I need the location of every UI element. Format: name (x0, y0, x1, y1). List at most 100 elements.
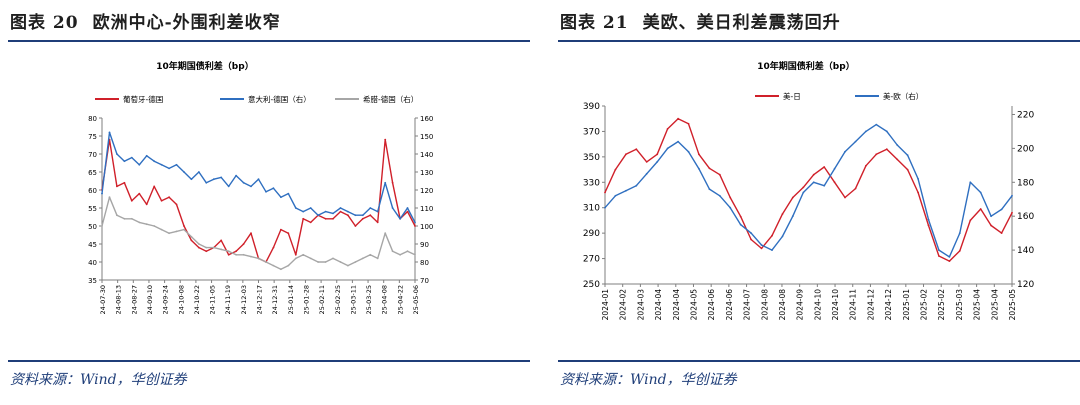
y-left-tick-label: 330 (583, 178, 600, 188)
data-point (376, 210, 379, 213)
data-point (183, 228, 185, 231)
x-tick-label: 25-02-25 (334, 285, 342, 315)
data-point (242, 243, 245, 245)
legend-label: 希腊-德国（右） (363, 94, 418, 104)
x-tick-label: 2024-06 (725, 289, 734, 321)
data-point (280, 196, 282, 199)
data-point (123, 181, 126, 184)
footer-rule (8, 360, 530, 362)
data-point (1011, 194, 1013, 197)
data-point (123, 160, 126, 163)
figure-number: 图表 21 (560, 13, 629, 33)
data-point (332, 257, 334, 260)
data-point (604, 191, 606, 194)
y-right-tick-label: 160 (1017, 212, 1034, 222)
data-point (844, 150, 846, 153)
data-point (687, 150, 690, 153)
data-point (656, 153, 659, 156)
data-point (969, 181, 972, 184)
data-point (198, 243, 200, 245)
data-point (153, 225, 156, 227)
x-tick-label: 24-07-30 (99, 285, 107, 315)
y-right-tick-label: 120 (1017, 280, 1034, 290)
y-left-tick-label: 70 (88, 151, 97, 159)
data-point (123, 217, 126, 220)
data-point (272, 246, 275, 249)
data-point (729, 206, 732, 209)
data-point (294, 207, 297, 209)
data-point (865, 130, 867, 133)
data-point (332, 212, 334, 215)
data-point (645, 172, 648, 175)
data-point (399, 217, 401, 220)
data-point (205, 246, 208, 249)
data-point (406, 207, 409, 209)
x-tick-label: 2024-10 (831, 289, 840, 321)
data-point (183, 225, 185, 227)
data-point (990, 224, 992, 227)
y-left-tick-label: 60 (88, 187, 97, 195)
x-tick-label: 2024-06 (707, 289, 716, 321)
data-point (399, 253, 401, 256)
data-point (354, 225, 357, 227)
figure-title: 图表 20 欧洲中心-外围利差收窄 (10, 8, 281, 33)
data-point (917, 178, 919, 180)
data-point (896, 158, 899, 161)
data-point (771, 249, 773, 252)
y-right-tick-label: 150 (420, 133, 433, 141)
figure-21-panel: 图表 21 美欧、美日利差震荡回升 10年期国债利差（bp） 美-日 美-欧（右） 25… (550, 0, 1080, 405)
x-tick-label: 25-01-28 (302, 285, 310, 315)
data-point (354, 261, 357, 263)
x-tick-label: 24-09-24 (162, 285, 170, 315)
data-point (391, 250, 394, 253)
data-point (917, 191, 919, 194)
data-point (108, 196, 111, 199)
legend-label: 美-日 (783, 91, 801, 101)
data-point (130, 156, 133, 159)
data-point (294, 257, 297, 260)
y-left-tick-label: 370 (583, 127, 600, 137)
data-point (138, 221, 141, 224)
data-point (990, 215, 992, 218)
data-point (1011, 211, 1013, 214)
data-point (160, 199, 163, 202)
data-point (414, 253, 416, 256)
y-left-tick-label: 80 (88, 115, 97, 123)
data-point (250, 255, 252, 258)
data-point (1000, 232, 1003, 235)
y-right-tick-label: 110 (420, 205, 433, 213)
data-point (339, 210, 342, 213)
data-point (625, 189, 627, 192)
data-point (227, 250, 230, 253)
data-point (698, 153, 700, 156)
data-point (760, 244, 763, 246)
x-tick-label: 2025-03 (955, 289, 964, 321)
data-point (235, 253, 238, 256)
data-point (168, 196, 171, 199)
data-point (302, 217, 305, 220)
data-point (854, 140, 857, 143)
data-point (190, 178, 193, 181)
data-point (339, 261, 342, 263)
data-point (844, 196, 846, 199)
data-point (145, 154, 148, 157)
x-tick-label: 24-10-08 (177, 285, 185, 315)
data-point (875, 153, 878, 156)
x-tick-label: 2024-03 (636, 289, 645, 321)
data-point (406, 250, 409, 253)
legend-label: 美-欧（右） (883, 91, 923, 101)
data-point (339, 207, 342, 209)
data-point (906, 168, 909, 171)
y-right-tick-label: 140 (1017, 246, 1034, 256)
data-point (927, 224, 930, 227)
series-line-1 (101, 131, 416, 223)
data-point (235, 250, 238, 253)
data-point (938, 249, 940, 252)
y-left-tick-label: 390 (583, 102, 600, 112)
data-point (212, 246, 215, 249)
data-point (958, 232, 961, 235)
data-point (242, 253, 245, 256)
data-point (656, 161, 659, 163)
y-right-tick-label: 80 (420, 259, 429, 267)
data-point (227, 253, 230, 256)
